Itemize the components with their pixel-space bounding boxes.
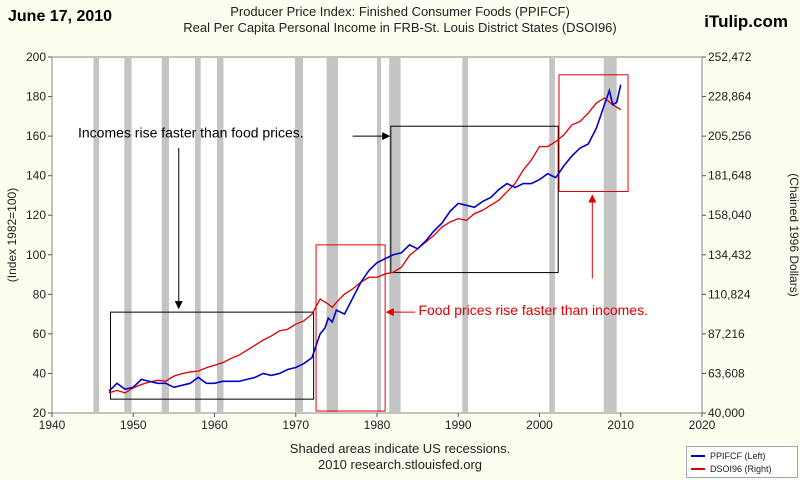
y-tick-label-20: 20 (33, 406, 47, 420)
y-tick-label-80: 80 (33, 287, 47, 301)
title-line-2: Real Per Capita Personal Income in FRB-S… (183, 20, 617, 35)
x-tick-label-2010: 2010 (607, 418, 634, 432)
recession-band-2 (161, 57, 169, 413)
y-tick-label-180: 180 (26, 90, 46, 104)
y-tick-label-140: 140 (26, 169, 46, 183)
y-axis-label: (Index 1982=100) (5, 188, 19, 282)
y-tick-label-160: 160 (26, 129, 46, 143)
recession-band-10 (549, 57, 555, 413)
recession-band-8 (389, 57, 401, 413)
y2-tick-label-7: 205,256 (708, 129, 752, 143)
callout-box-food-early (315, 244, 386, 412)
brand-label: iTulip.com (704, 12, 788, 31)
x-tick-label-1950: 1950 (120, 418, 147, 432)
y2-tick-label-4: 134,432 (708, 248, 752, 262)
x-tick-label-1990: 1990 (445, 418, 472, 432)
title-line-1: Producer Price Index: Finished Consumer … (230, 4, 570, 19)
y2-tick-label-5: 158,040 (708, 208, 752, 222)
recession-band-1 (124, 57, 132, 413)
recession-band-7 (377, 57, 382, 413)
y-tick-label-200: 200 (26, 50, 46, 64)
recession-band-9 (462, 57, 468, 413)
chart-legend: PPIFCF (Left) DSOI96 (Right) (686, 446, 798, 478)
y2-tick-label-2: 87,216 (708, 327, 745, 341)
legend-label-dsoi96: DSOI96 (Right) (710, 464, 772, 474)
legend-item-ppifcf: PPIFCF (Left) (691, 451, 766, 461)
recession-note: Shaded areas indicate US recessions. (289, 441, 511, 456)
legend-item-dsoi96: DSOI96 (Right) (691, 464, 772, 474)
recession-band-6 (326, 57, 338, 413)
source-note: 2010 research.stlouisfed.org (317, 457, 483, 472)
y2-tick-label-9: 252,472 (708, 50, 752, 64)
legend-label-ppifcf: PPIFCF (Left) (710, 451, 766, 461)
chart-footer: Shaded areas indicate US recessions. 201… (200, 441, 600, 473)
annotation-incomes: Incomes rise faster than food prices. (78, 124, 304, 140)
series-line-ppifcf (108, 84, 622, 392)
recession-band-5 (294, 57, 304, 413)
x-tick-label-1980: 1980 (364, 418, 391, 432)
y-tick-label-60: 60 (33, 327, 47, 341)
legend-swatch-dsoi96 (691, 468, 705, 470)
y-tick-label-100: 100 (26, 248, 46, 262)
x-tick-label-2020: 2020 (689, 418, 716, 432)
annotation-food-prices: Food prices rise faster than incomes. (418, 302, 648, 318)
recession-band-4 (216, 57, 224, 413)
recession-band-3 (195, 57, 201, 413)
legend-swatch-ppifcf (691, 455, 705, 457)
recession-band-0 (93, 57, 100, 413)
y2-axis-label: (Chained 1996 Dollars) (787, 173, 800, 296)
y2-tick-label-3: 110,824 (708, 287, 751, 301)
x-tick-label-1940: 1940 (39, 418, 66, 432)
y2-tick-label-0: 40,000 (708, 406, 745, 420)
recession-band-11 (603, 57, 617, 413)
y2-tick-label-1: 63,608 (708, 366, 745, 380)
callout-box-incomes-late (390, 125, 559, 274)
x-tick-label-2000: 2000 (526, 418, 553, 432)
y2-tick-label-8: 228,864 (708, 90, 752, 104)
callout-box-food-late (558, 74, 629, 192)
y-tick-label-120: 120 (26, 208, 46, 222)
x-tick-label-1970: 1970 (282, 418, 309, 432)
chart-date: June 17, 2010 (8, 8, 113, 25)
x-tick-label-1960: 1960 (201, 418, 228, 432)
y2-tick-label-6: 181,648 (708, 169, 752, 183)
callout-box-incomes-early (110, 311, 315, 400)
y-tick-label-40: 40 (33, 366, 47, 380)
chart-title: Producer Price Index: Finished Consumer … (150, 4, 650, 36)
